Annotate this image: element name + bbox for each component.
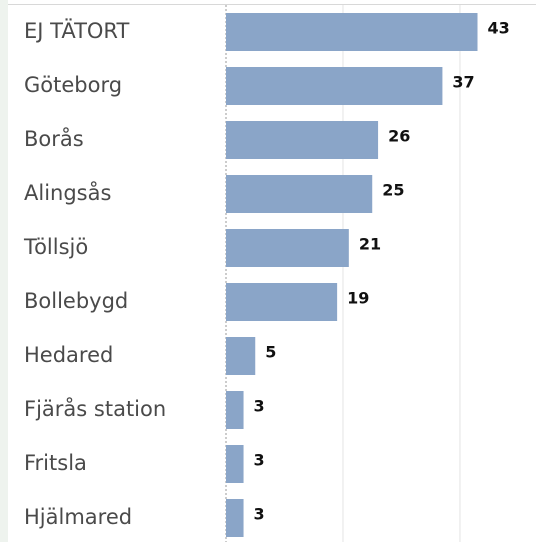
bar bbox=[226, 13, 478, 51]
value-label: 5 bbox=[265, 343, 276, 362]
bar bbox=[226, 283, 338, 321]
bar bbox=[226, 67, 443, 105]
category-label: Hjälmared bbox=[24, 505, 132, 529]
bar bbox=[226, 337, 256, 375]
category-label: Göteborg bbox=[24, 73, 122, 97]
category-label: Bollebygd bbox=[24, 289, 128, 313]
category-label: EJ TÄTORT bbox=[24, 18, 129, 43]
value-label: 3 bbox=[254, 451, 265, 470]
category-label: Borås bbox=[24, 126, 84, 151]
category-label: Hedared bbox=[24, 343, 113, 367]
value-label: 3 bbox=[254, 397, 265, 416]
left-strip bbox=[0, 0, 8, 542]
value-label: 25 bbox=[382, 181, 404, 200]
value-label: 26 bbox=[388, 127, 410, 146]
category-label: Fritsla bbox=[24, 451, 87, 475]
category-label: Fjärås station bbox=[24, 396, 166, 421]
bar bbox=[226, 445, 244, 483]
bar bbox=[226, 229, 349, 267]
category-label: Alingsås bbox=[24, 180, 111, 205]
value-label: 21 bbox=[359, 235, 381, 254]
value-label: 43 bbox=[488, 19, 510, 38]
value-label: 3 bbox=[254, 505, 265, 524]
category-label: Töllsjö bbox=[23, 235, 88, 259]
value-label: 19 bbox=[347, 289, 369, 308]
value-label: 37 bbox=[452, 73, 474, 92]
bar bbox=[226, 391, 244, 429]
bar bbox=[226, 175, 373, 213]
bar bbox=[226, 499, 244, 537]
bar bbox=[226, 121, 379, 159]
